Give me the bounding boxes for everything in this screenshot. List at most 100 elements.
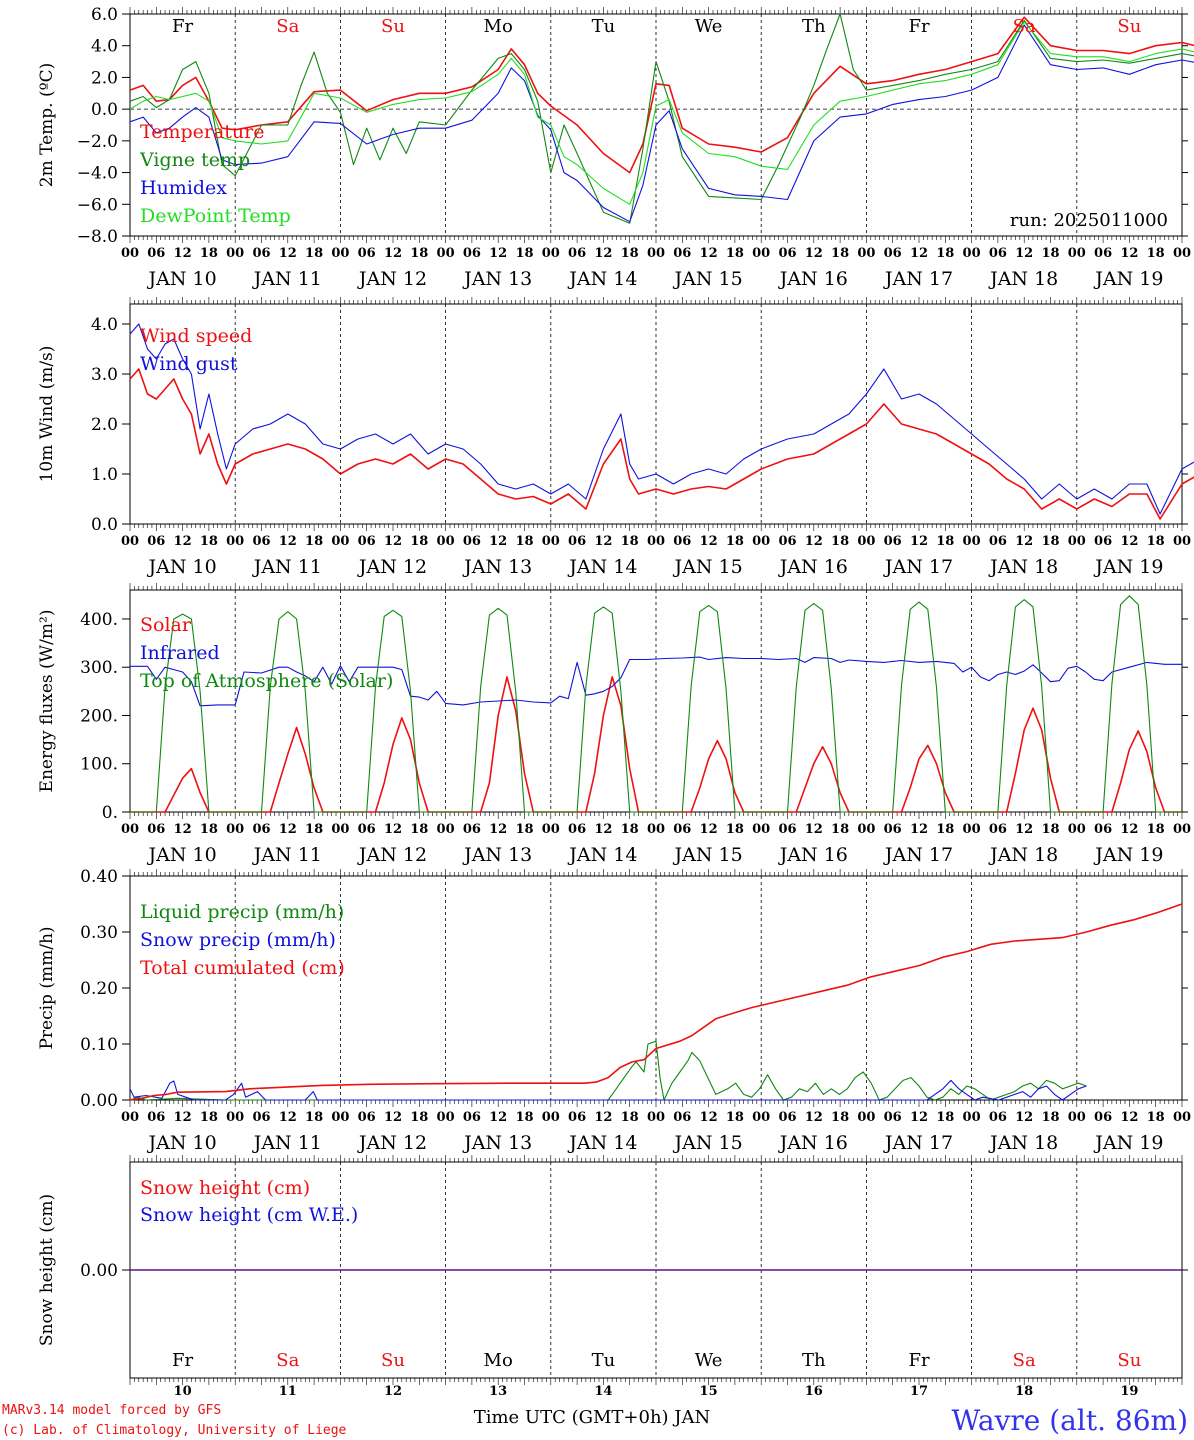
hour-label: 06 [358,822,376,837]
hour-label: 12 [174,246,192,261]
hour-label: 12 [174,1110,192,1125]
hour-label: 18 [200,534,218,549]
y-axis-label: Energy fluxes (W/m²) [37,610,57,793]
hour-label: 12 [489,534,507,549]
hour-label: 00 [437,1110,455,1125]
y-tick-label: 2.0 [91,415,118,435]
hour-label: 00 [857,246,875,261]
hour-label: 00 [542,246,560,261]
day-label: JAN 13 [462,1132,532,1154]
hour-ticks [129,297,1183,531]
legend-entry: Liquid precip (mm/h) [140,901,344,923]
hour-label: 00 [963,534,981,549]
day-label: JAN 14 [567,844,637,866]
hour-label: 12 [279,534,297,549]
time-axis-title: Time UTC (GMT+0h) JAN [474,1407,711,1428]
day-label: JAN 19 [1093,844,1163,866]
hour-label: 06 [463,534,481,549]
hour-label: 12 [700,822,718,837]
day-label: JAN 14 [567,556,637,578]
day-label: JAN 10 [147,268,217,290]
hour-label: 00 [1173,534,1191,549]
hour-label: 00 [752,246,770,261]
weekday-label: Tu [592,16,616,37]
hour-label: 18 [726,1110,744,1125]
series-line-wind-gust [129,323,1194,515]
day-number: 11 [279,1384,297,1399]
hour-label: 06 [358,1110,376,1125]
hour-label: 00 [1173,1110,1191,1125]
hour-label: 12 [805,534,823,549]
hour-label: 00 [752,1110,770,1125]
hour-label: 00 [542,534,560,549]
day-label: JAN 15 [673,556,743,578]
y-tick-label: 3.0 [91,365,118,385]
hour-label: 00 [437,534,455,549]
hour-ticks [129,1155,1183,1385]
hour-label: 00 [121,822,139,837]
y-tick-label: 400. [80,610,118,630]
day-label: JAN 17 [883,844,953,866]
hour-label: 12 [1120,246,1138,261]
hour-label: 00 [331,1110,349,1125]
hour-label: 00 [542,1110,560,1125]
hour-label: 06 [884,246,902,261]
hour-label: 18 [305,246,323,261]
hour-label: 06 [1094,1110,1112,1125]
hour-label: 06 [989,534,1007,549]
hour-label: 18 [410,822,428,837]
hour-label: 18 [410,246,428,261]
day-label: JAN 17 [883,556,953,578]
hour-label: 12 [1015,534,1033,549]
series-line-liquid-precip-mm-h- [129,1040,1087,1101]
hour-label: 18 [936,246,954,261]
legend-entry: Humidex [140,177,227,199]
hour-label: 06 [673,534,691,549]
hour-label: 00 [1068,1110,1086,1125]
hour-label: 12 [910,246,928,261]
day-label: JAN 13 [462,268,532,290]
y-tick-label: −8.0 [77,227,118,247]
hour-label: 00 [963,246,981,261]
hour-label: 06 [778,534,796,549]
hour-label: 12 [384,246,402,261]
hour-label: 00 [1068,822,1086,837]
weekday-label: Th [802,16,826,37]
hour-label: 12 [910,822,928,837]
hour-label: 06 [463,1110,481,1125]
hour-label: 12 [279,1110,297,1125]
hour-label: 06 [989,246,1007,261]
legend-entry: Wind speed [140,325,252,347]
y-tick-label: 0.0 [91,100,118,120]
hour-label: 18 [726,534,744,549]
hour-ticks [129,7,1183,243]
weekday-label: We [695,16,723,37]
hour-label: 00 [857,1110,875,1125]
day-label: JAN 10 [147,1132,217,1154]
hour-label: 00 [226,1110,244,1125]
weekday-label: Fr [908,16,929,37]
weekday-label: Mo [484,1350,513,1371]
hour-label: 06 [147,1110,165,1125]
hour-label: 06 [673,1110,691,1125]
day-label: JAN 14 [567,1132,637,1154]
hour-label: 12 [700,246,718,261]
hour-label: 12 [279,822,297,837]
legend-entry: Wind gust [140,353,238,375]
hour-label: 12 [1015,246,1033,261]
day-label: JAN 16 [778,1132,848,1154]
weekday-label: Mo [484,16,513,37]
day-label: JAN 16 [778,844,848,866]
hour-label: 18 [621,822,639,837]
hour-label: 06 [252,1110,270,1125]
hour-label: 06 [252,822,270,837]
hour-label: 00 [331,822,349,837]
hour-label: 06 [989,822,1007,837]
hour-label: 06 [147,822,165,837]
legend-entry: Temperature [140,121,264,143]
legend-entry: Vigne temp [139,149,250,171]
hour-label: 12 [1120,1110,1138,1125]
day-label: JAN 12 [357,556,427,578]
day-label: JAN 11 [252,1132,322,1154]
weekday-label: Sa [1013,16,1036,37]
